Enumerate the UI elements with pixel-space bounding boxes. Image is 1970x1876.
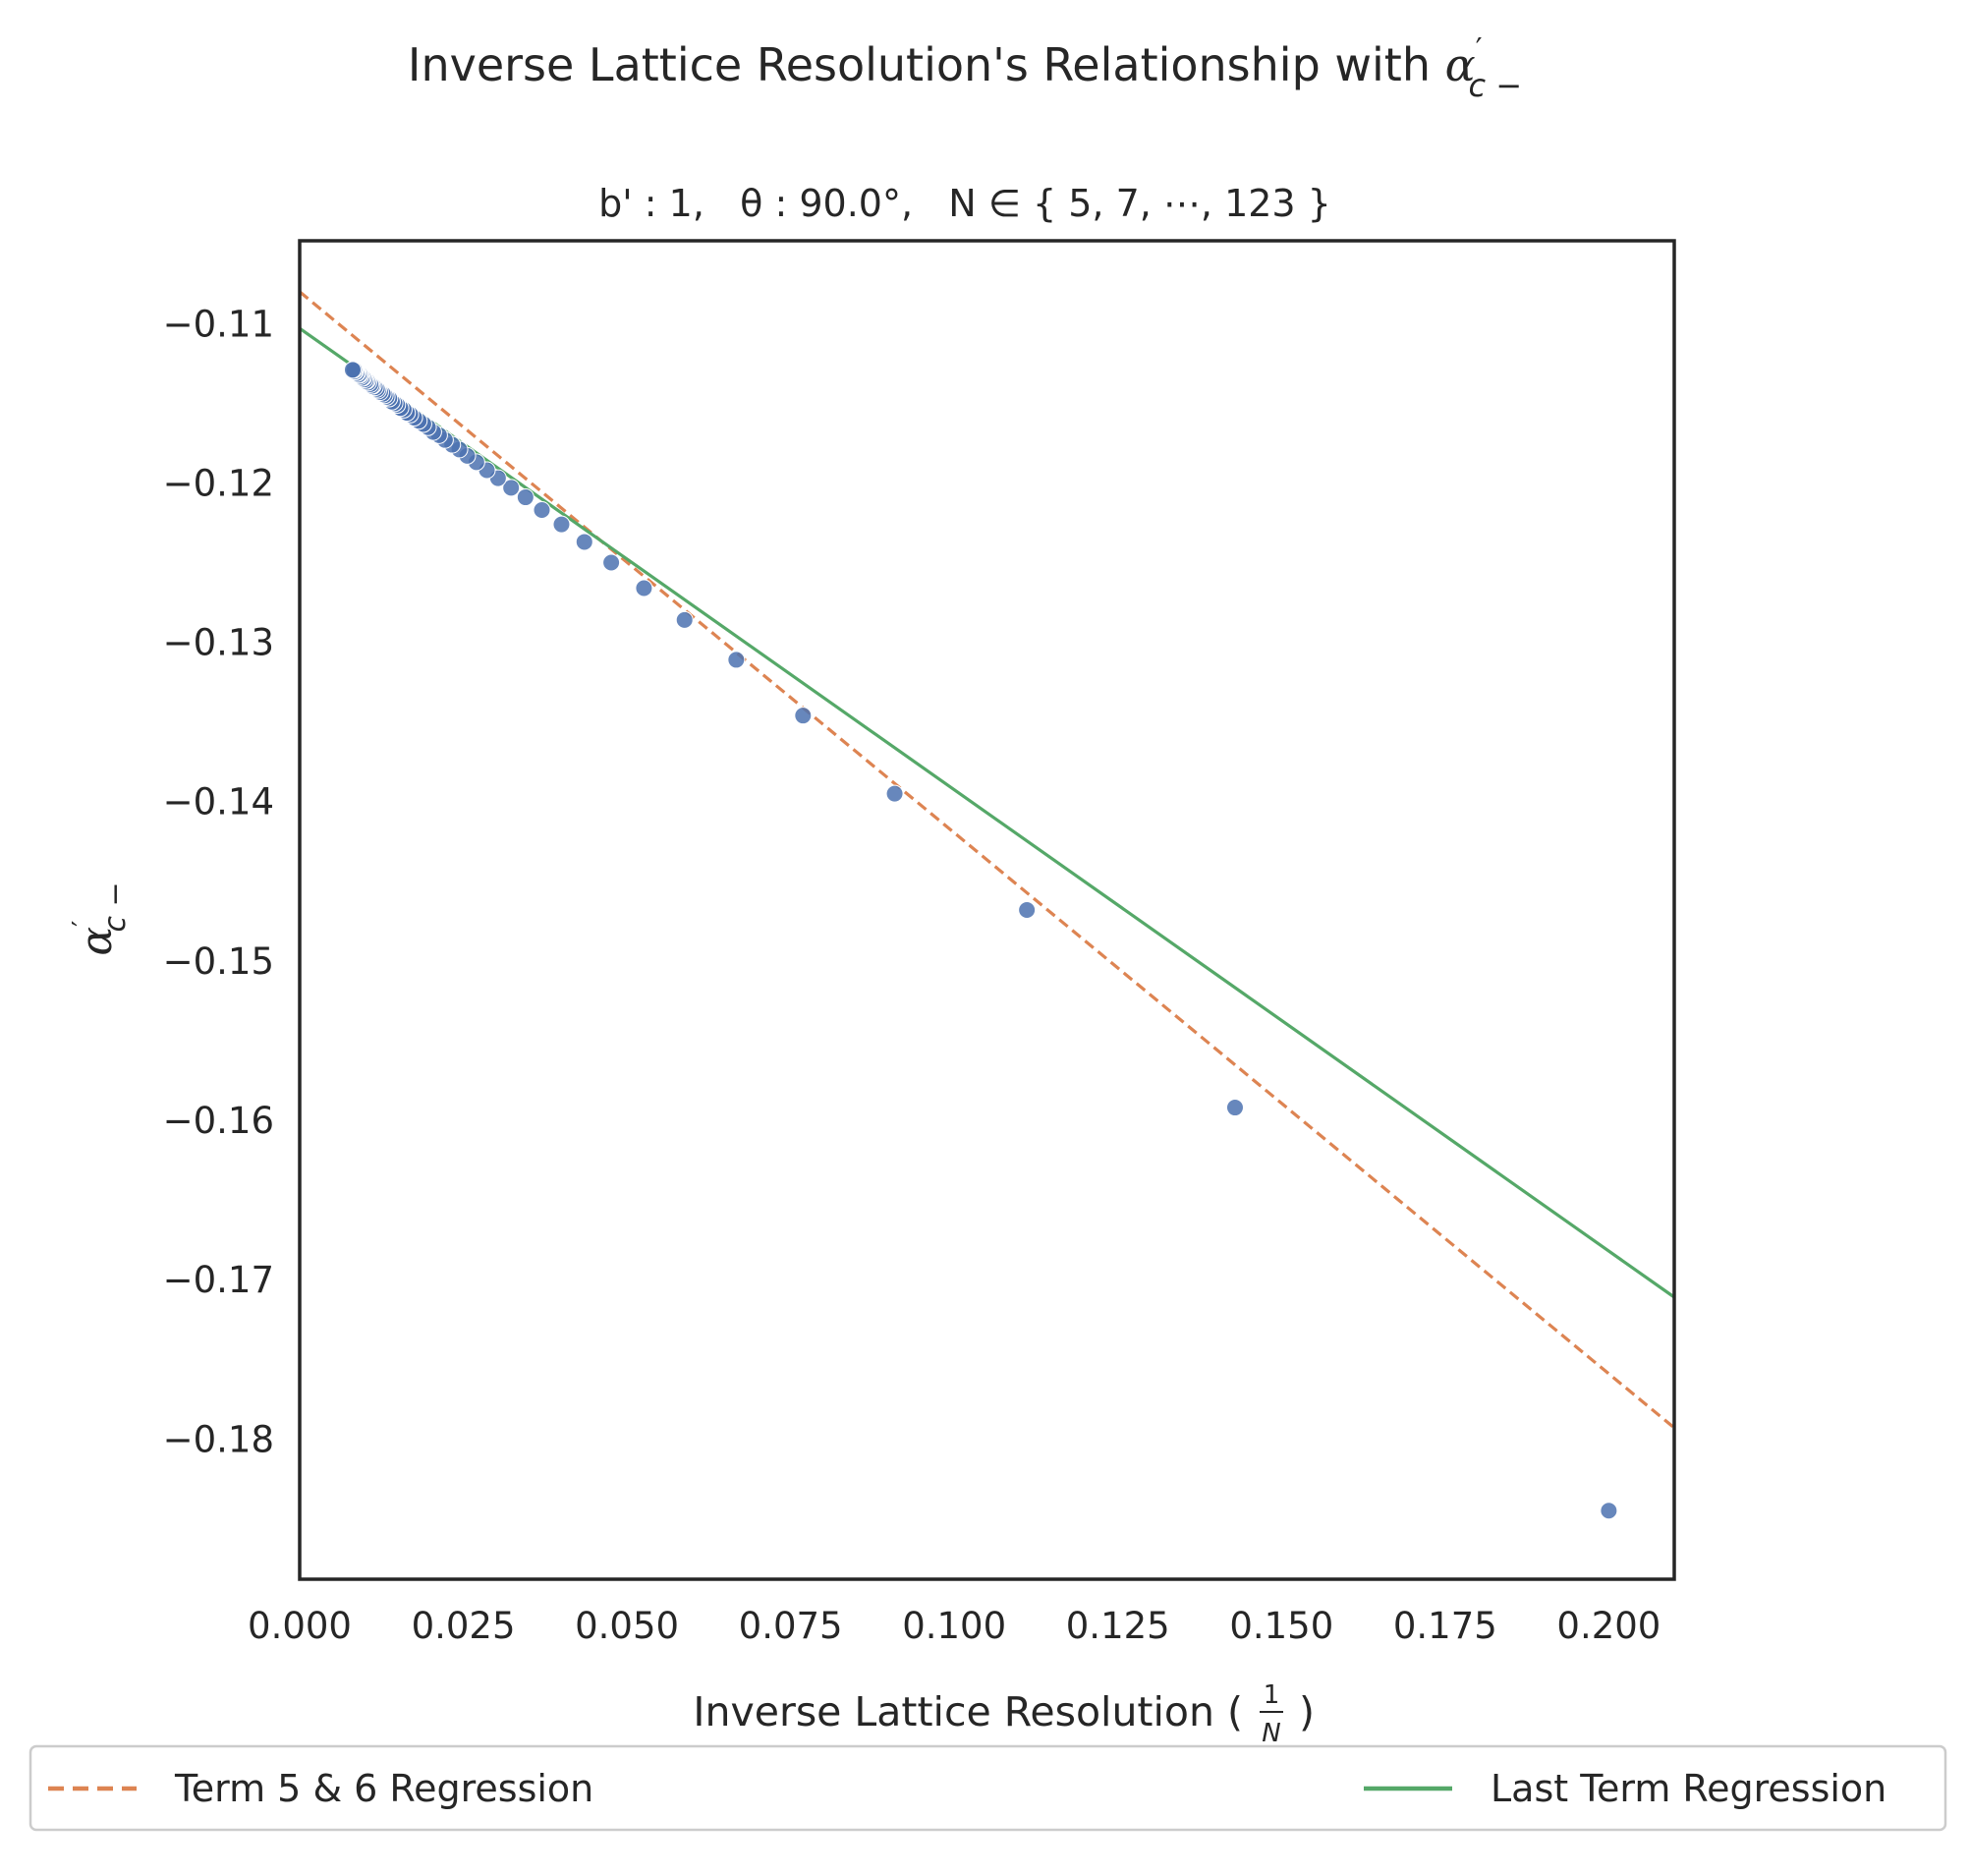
x-tick-label: 0.000: [248, 1605, 352, 1647]
y-axis-label-prime: ′: [66, 921, 98, 927]
y-tick-label: −0.12: [163, 462, 274, 504]
legend: Term 5 & 6 Regression Last Term Regressi…: [28, 1744, 1947, 1832]
data-point: [552, 515, 571, 534]
y-tick-label: −0.11: [163, 303, 274, 345]
chart-title-sub: c −: [1469, 67, 1523, 104]
data-point: [602, 553, 621, 572]
legend-label-term-5-6: Term 5 & 6 Regression: [174, 1767, 593, 1810]
data-points: [343, 361, 1618, 1520]
y-tick-label: −0.14: [163, 781, 274, 824]
data-point: [885, 784, 904, 803]
x-tick-label: 0.075: [739, 1605, 843, 1647]
data-point: [533, 501, 551, 520]
x-tick-label: 0.125: [1066, 1605, 1170, 1647]
y-tick-label: −0.16: [163, 1100, 274, 1142]
x-tick-label: 0.150: [1229, 1605, 1333, 1647]
data-point: [343, 361, 362, 379]
plot-frame: [298, 239, 1676, 1581]
data-point: [1600, 1502, 1618, 1520]
data-point: [502, 479, 521, 497]
y-tick-label: −0.13: [163, 622, 274, 664]
x-axis-label: Inverse Lattice Resolution ( 1 N ): [693, 1680, 1315, 1748]
legend-frame: [28, 1744, 1947, 1832]
data-point: [635, 579, 653, 597]
plot-area: [300, 241, 1674, 1579]
chart-title-text: Inverse Lattice Resolution's Relationshi…: [408, 38, 1445, 91]
x-axis-label-frac-den: N: [1262, 1719, 1280, 1748]
data-point: [794, 707, 813, 725]
x-axis-ticks: 0.000 0.025 0.050 0.075 0.100 0.125 0.150 0.175…: [248, 1605, 1660, 1647]
x-axis-label-close: ): [1299, 1688, 1315, 1735]
x-tick-label: 0.200: [1556, 1605, 1660, 1647]
data-point: [727, 651, 746, 669]
x-tick-label: 0.050: [575, 1605, 679, 1647]
data-point: [575, 533, 593, 551]
chart-subtitle: b' : 1, θ : 90.0°, N ∈ { 5, 7, ⋯, 123 }: [598, 182, 1331, 225]
y-tick-label: −0.15: [163, 940, 274, 983]
x-axis-label-frac-num: 1: [1264, 1680, 1280, 1710]
y-axis-label-symbol: α: [72, 927, 122, 956]
data-point: [1225, 1099, 1244, 1117]
x-tick-label: 0.025: [412, 1605, 516, 1647]
y-tick-label: −0.18: [163, 1418, 274, 1460]
x-tick-label: 0.175: [1393, 1605, 1497, 1647]
regression-line-1: [300, 290, 1674, 1430]
y-axis-ticks: −0.11 −0.12 −0.13 −0.14 −0.15 −0.16 −0.17 −0.18: [163, 303, 274, 1460]
y-axis-label-sub: c −: [98, 881, 133, 932]
x-tick-label: 0.100: [902, 1605, 1006, 1647]
y-tick-label: −0.17: [163, 1259, 274, 1301]
chart-title-symbol: α: [1445, 38, 1476, 91]
chart-title: Inverse Lattice Resolution's Relationshi…: [408, 32, 1522, 104]
data-point: [516, 488, 535, 507]
x-axis-label-text: Inverse Lattice Resolution (: [693, 1688, 1243, 1735]
legend-label-last-term: Last Term Regression: [1491, 1767, 1886, 1810]
chart-title-prime: ′: [1476, 32, 1483, 67]
data-point: [1018, 901, 1037, 919]
y-axis-label: α′c −: [66, 881, 133, 955]
svg-text:α′c −: α′c −: [66, 881, 133, 955]
data-point: [675, 610, 694, 629]
